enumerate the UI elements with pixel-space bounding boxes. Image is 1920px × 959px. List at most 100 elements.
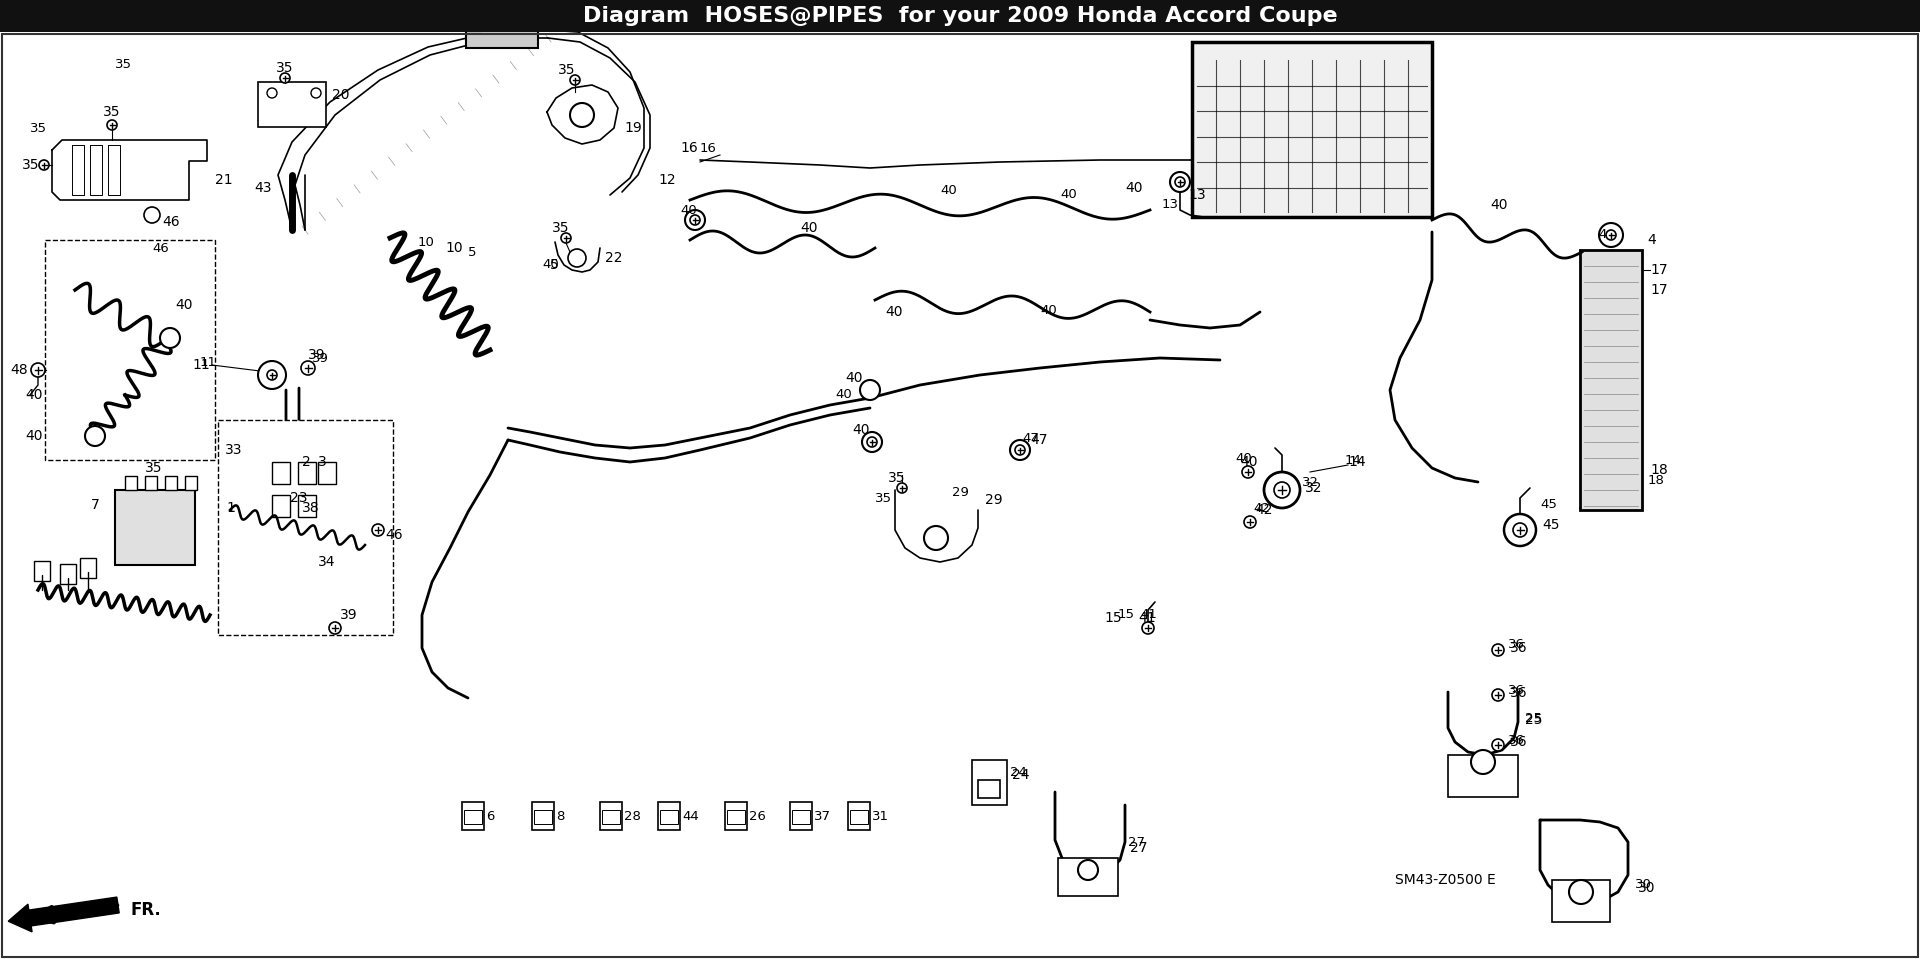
Text: 26: 26 — [749, 809, 766, 823]
Text: 18: 18 — [1649, 463, 1668, 477]
Text: 10: 10 — [445, 241, 463, 255]
Text: 36: 36 — [1509, 686, 1528, 700]
Circle shape — [144, 207, 159, 223]
Circle shape — [108, 120, 117, 130]
Text: 7: 7 — [92, 498, 100, 512]
Text: 40: 40 — [541, 259, 559, 271]
Text: 29: 29 — [985, 493, 1002, 507]
Circle shape — [1010, 440, 1029, 460]
Text: 45: 45 — [1542, 518, 1559, 532]
Text: 40: 40 — [1125, 181, 1142, 195]
Circle shape — [301, 361, 315, 375]
Text: 35: 35 — [146, 461, 163, 475]
Circle shape — [1471, 750, 1496, 774]
Text: 35: 35 — [21, 158, 40, 172]
Text: 27: 27 — [1131, 841, 1148, 855]
Circle shape — [1142, 622, 1154, 634]
Text: 46: 46 — [152, 242, 169, 254]
Bar — [467, 18, 538, 48]
Bar — [252, 512, 280, 528]
Text: 36: 36 — [1507, 684, 1524, 696]
Bar — [44, 240, 215, 460]
Text: 12: 12 — [659, 173, 676, 187]
Text: 18: 18 — [1647, 474, 1665, 486]
Text: 4: 4 — [1647, 233, 1655, 247]
Bar — [977, 780, 1000, 798]
Circle shape — [860, 380, 879, 400]
Text: 5: 5 — [468, 246, 476, 259]
Bar — [726, 802, 747, 830]
Circle shape — [1242, 466, 1254, 478]
Text: 11: 11 — [200, 356, 217, 368]
Circle shape — [568, 249, 586, 267]
Text: 27: 27 — [1129, 835, 1144, 849]
Text: 35: 35 — [876, 492, 893, 504]
Bar — [660, 810, 678, 824]
Bar — [115, 490, 196, 565]
Circle shape — [257, 361, 286, 389]
Text: 25: 25 — [1524, 713, 1542, 727]
Circle shape — [1513, 523, 1526, 537]
Text: 24: 24 — [1012, 768, 1029, 782]
Text: 35: 35 — [31, 122, 46, 134]
Bar — [60, 564, 77, 584]
Circle shape — [561, 233, 570, 243]
Text: 40: 40 — [1490, 198, 1507, 212]
Text: 37: 37 — [814, 809, 831, 823]
Circle shape — [159, 328, 180, 348]
Text: SM43-Z0500 E: SM43-Z0500 E — [1396, 873, 1496, 887]
Text: 20: 20 — [332, 88, 349, 102]
Circle shape — [1169, 172, 1190, 192]
Text: 36: 36 — [1507, 639, 1524, 651]
Text: 30: 30 — [1636, 878, 1651, 892]
Text: 41: 41 — [1139, 611, 1156, 625]
Bar — [599, 802, 622, 830]
FancyArrow shape — [8, 897, 119, 932]
Text: 35: 35 — [559, 63, 576, 77]
Bar — [319, 462, 336, 484]
Circle shape — [267, 88, 276, 98]
Bar — [1448, 755, 1519, 797]
Text: 34: 34 — [319, 555, 336, 569]
Text: 33: 33 — [225, 443, 242, 457]
Text: 36: 36 — [1507, 734, 1524, 746]
Text: 32: 32 — [1306, 481, 1323, 495]
Text: 29: 29 — [952, 485, 970, 499]
Circle shape — [1569, 880, 1594, 904]
Text: 6: 6 — [486, 809, 493, 823]
Bar — [219, 420, 394, 635]
Circle shape — [897, 483, 906, 493]
Bar — [789, 802, 812, 830]
Circle shape — [924, 526, 948, 550]
Text: 9: 9 — [447, 15, 457, 29]
Circle shape — [1275, 482, 1290, 498]
Text: 35: 35 — [276, 61, 294, 75]
Text: 1: 1 — [227, 501, 234, 515]
Bar — [972, 760, 1006, 805]
Text: 16: 16 — [701, 142, 716, 154]
Bar — [184, 476, 198, 490]
Text: 40: 40 — [845, 371, 862, 385]
Text: 35: 35 — [104, 105, 121, 119]
Bar — [728, 810, 745, 824]
Circle shape — [570, 75, 580, 85]
Bar — [81, 558, 96, 578]
Text: 39: 39 — [311, 352, 328, 364]
Text: 11: 11 — [192, 358, 209, 372]
Text: 5: 5 — [549, 15, 559, 29]
Circle shape — [685, 210, 705, 230]
Bar — [35, 561, 50, 581]
Text: 48: 48 — [10, 363, 27, 377]
Text: 40: 40 — [941, 183, 956, 197]
Bar — [532, 802, 555, 830]
Text: 47: 47 — [1029, 433, 1048, 447]
Text: 3: 3 — [319, 455, 326, 469]
Circle shape — [1599, 223, 1622, 247]
Text: 15: 15 — [1117, 609, 1135, 621]
Bar — [257, 82, 326, 127]
Text: Diagram  HOSES@PIPES  for your 2009 Honda Accord Coupe: Diagram HOSES@PIPES for your 2009 Honda … — [582, 6, 1338, 26]
Bar — [273, 462, 290, 484]
Bar — [463, 802, 484, 830]
Text: 10: 10 — [419, 236, 434, 248]
Text: 40: 40 — [1235, 452, 1252, 464]
